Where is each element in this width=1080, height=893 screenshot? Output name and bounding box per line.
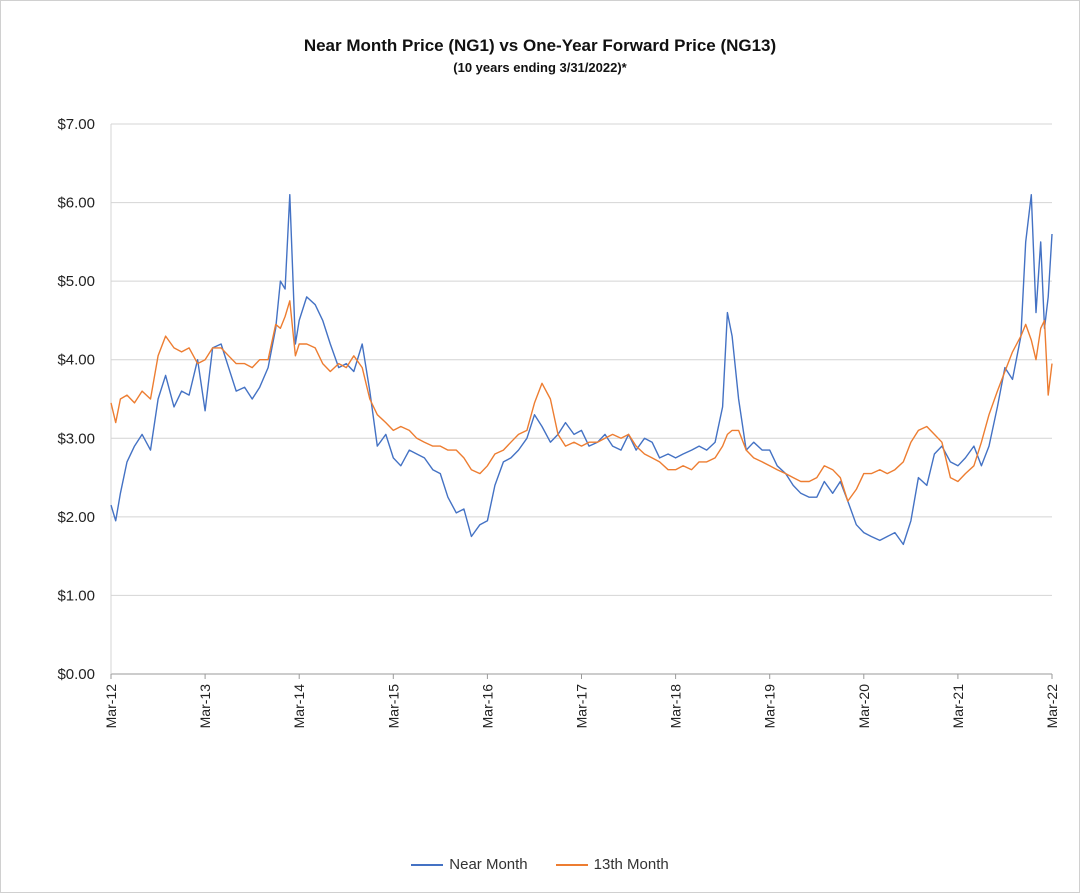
chart-subtitle: (10 years ending 3/31/2022)* <box>453 60 627 75</box>
series-line-near-month <box>110 193 1053 546</box>
y-tick-label: $7.00 <box>57 116 95 133</box>
y-tick-label: $5.00 <box>57 273 95 290</box>
x-tick-label: Mar-17 <box>574 684 590 729</box>
series-lines <box>110 193 1053 546</box>
x-tick-label: Mar-20 <box>856 684 872 729</box>
chart-title: Near Month Price (NG1) vs One-Year Forwa… <box>303 36 777 55</box>
x-tick-label: Mar-21 <box>950 684 966 729</box>
x-tick-label: Mar-22 <box>1044 684 1060 729</box>
x-axis-ticks: Mar-12 Mar-13 Mar-14 Mar-15 Mar-16 Mar-17 Mar-… <box>103 674 1060 728</box>
legend-swatch-13th-month <box>555 863 588 866</box>
x-tick-label: Mar-13 <box>197 684 213 729</box>
x-tick-label: Mar-14 <box>291 684 307 729</box>
legend-item-13th-month: 13th Month <box>555 856 669 873</box>
gridlines <box>110 123 1052 675</box>
x-tick-label: Mar-12 <box>103 684 119 729</box>
legend: Near Month 13th Month <box>0 856 1080 873</box>
series-line-13th-month <box>110 300 1053 502</box>
legend-label-13th-month: 13th Month <box>593 856 669 873</box>
y-tick-label: $3.00 <box>57 430 95 447</box>
y-axis-ticks: $0.00 $1.00 $2.00 $3.00 $4.00 $5.00 $6.00 $7.00 <box>57 116 95 683</box>
legend-item-near-month: Near Month <box>411 856 528 873</box>
x-tick-label: Mar-19 <box>762 684 778 729</box>
legend-label-near-month: Near Month <box>449 856 528 873</box>
legend-swatch-near-month <box>411 863 444 866</box>
y-tick-label: $0.00 <box>57 666 95 683</box>
y-tick-label: $2.00 <box>57 509 95 526</box>
y-tick-label: $4.00 <box>57 352 95 369</box>
x-tick-label: Mar-15 <box>385 684 401 729</box>
y-tick-label: $1.00 <box>57 587 95 604</box>
y-tick-label: $6.00 <box>57 195 95 212</box>
x-tick-label: Mar-16 <box>479 684 495 729</box>
x-tick-label: Mar-18 <box>668 684 684 729</box>
